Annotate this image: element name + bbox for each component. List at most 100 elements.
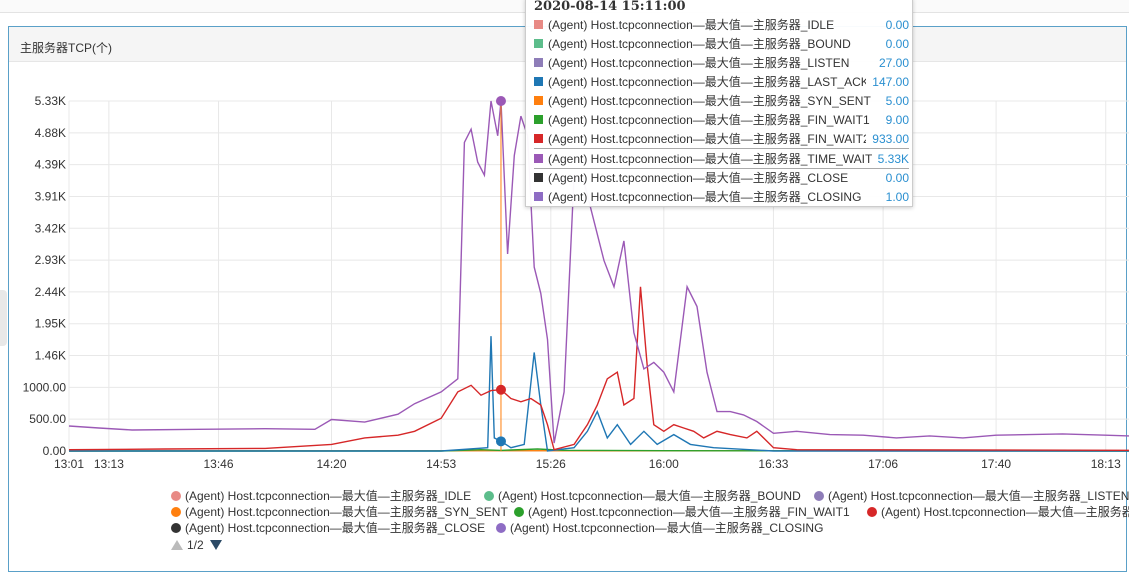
tooltip-row: (Agent) Host.tcpconnection—最大值—主服务器_TIME… [534, 148, 909, 169]
legend-item[interactable]: (Agent) Host.tcpconnection—最大值—主服务器_IDLE [171, 487, 471, 504]
hover-marker [495, 436, 506, 447]
tooltip-series-name: (Agent) Host.tcpconnection—最大值—主服务器_IDLE [548, 18, 835, 32]
tooltip-series-name: (Agent) Host.tcpconnection—最大值—主服务器_FIN_… [548, 113, 870, 127]
legend-label: (Agent) Host.tcpconnection—最大值—主服务器_SYN_… [185, 505, 508, 519]
y-tick-label: 3.91K [35, 189, 66, 203]
x-axis: 13:01 13:13 13:46 14:20 14:53 15:26 16:00 16:33… [54, 457, 1121, 471]
tooltip-row: (Agent) Host.tcpconnection—最大值—主服务器_BOUN… [534, 34, 909, 53]
hover-crosshair [495, 96, 506, 451]
tooltip-series-name: (Agent) Host.tcpconnection—最大值—主服务器_SYN_… [548, 94, 871, 108]
tooltip-swatch-icon [534, 77, 543, 86]
tooltip-series-name: (Agent) Host.tcpconnection—最大值—主服务器_CLOS… [548, 171, 849, 185]
legend-item[interactable]: (Agent) Host.tcpconnection—最大值—主服务器_CLOS… [171, 519, 485, 536]
legend-dot-icon [814, 490, 824, 501]
legend-dot-icon [484, 490, 494, 501]
x-tick-label: 15:26 [536, 457, 566, 471]
tooltip-row: (Agent) Host.tcpconnection—最大值—主服务器_LAST… [534, 72, 909, 91]
collapse-handle[interactable] [0, 290, 7, 346]
tooltip-row: (Agent) Host.tcpconnection—最大值—主服务器_IDLE… [534, 15, 909, 34]
tooltip-series-name: (Agent) Host.tcpconnection—最大值—主服务器_BOUN… [548, 37, 851, 51]
tooltip-series-name: (Agent) Host.tcpconnection—最大值—主服务器_FIN_… [548, 132, 867, 146]
hover-marker [495, 384, 506, 395]
x-tick-label: 17:40 [981, 457, 1011, 471]
x-tick-label: 14:53 [426, 457, 456, 471]
x-tick-label: 13:01 [54, 457, 84, 471]
tooltip-value: 5.00 [885, 93, 909, 108]
y-tick-label: 0.00 [43, 444, 67, 458]
tooltip-row: (Agent) Host.tcpconnection—最大值—主服务器_LIST… [534, 53, 909, 72]
chart-tooltip: 2020-08-14 15:11:00 (Agent) Host.tcpconn… [525, 0, 913, 207]
legend-dot-icon [514, 506, 524, 517]
y-tick-label: 4.39K [35, 158, 66, 172]
legend-item[interactable]: (Agent) Host.tcpconnection—最大值—主服务器_CLOS… [496, 519, 823, 536]
panel-title: 主服务器TCP(个) [20, 41, 112, 55]
legend-dot-icon [496, 522, 506, 533]
tooltip-swatch-icon [534, 58, 543, 67]
x-tick-label: 13:46 [204, 457, 234, 471]
tooltip-swatch-icon [534, 154, 543, 163]
legend-label: (Agent) Host.tcpconnection—最大值—主服务器_FIN_… [528, 505, 850, 519]
tooltip-swatch-icon [534, 96, 543, 105]
x-tick-label: 17:06 [868, 457, 898, 471]
tooltip-series-name: (Agent) Host.tcpconnection—最大值—主服务器_LAST… [548, 75, 867, 89]
x-tick-label: 14:20 [316, 457, 346, 471]
legend-next-icon[interactable] [209, 540, 222, 550]
tooltip-row: (Agent) Host.tcpconnection—最大值—主服务器_FIN_… [534, 110, 909, 129]
legend-label: (Agent) Host.tcpconnection—最大值—主服务器_CLOS… [510, 521, 824, 535]
tooltip-title: 2020-08-14 15:11:00 [534, 0, 686, 14]
tooltip-value: 27.00 [878, 55, 909, 70]
tooltip-swatch-icon [534, 115, 543, 124]
x-tick-label: 16:33 [758, 457, 788, 471]
y-tick-label: 500.00 [29, 412, 66, 426]
tooltip-row: (Agent) Host.tcpconnection—最大值—主服务器_FIN_… [534, 129, 909, 148]
legend-label: (Agent) Host.tcpconnection—最大值—主服务器_LIST… [828, 489, 1129, 503]
legend-item[interactable]: (Agent) Host.tcpconnection—最大值—主服务器_SYN_… [171, 503, 508, 520]
tooltip-row: (Agent) Host.tcpconnection—最大值—主服务器_CLOS… [534, 168, 909, 187]
y-tick-label: 1.46K [35, 349, 66, 363]
legend-dot-icon [171, 522, 181, 533]
legend-item[interactable]: (Agent) Host.tcpconnection—最大值—主服务器_FIN_… [514, 503, 850, 520]
y-tick-label: 4.88K [35, 126, 66, 140]
chart-series [68, 100, 1129, 452]
legend-label: (Agent) Host.tcpconnection—最大值—主服务器_IDLE [185, 489, 472, 503]
tooltip-row: (Agent) Host.tcpconnection—最大值—主服务器_CLOS… [534, 187, 909, 206]
tooltip-series-name: (Agent) Host.tcpconnection—最大值—主服务器_LIST… [548, 56, 850, 70]
series-line [68, 286, 1129, 451]
y-tick-label: 3.42K [35, 221, 66, 235]
tooltip-value: 1.00 [885, 189, 909, 204]
tooltip-swatch-icon [534, 173, 543, 182]
legend-dot-icon [171, 490, 181, 501]
legend-label: (Agent) Host.tcpconnection—最大值—主服务器 [881, 505, 1129, 519]
legend-label: (Agent) Host.tcpconnection—最大值—主服务器_BOUN… [498, 489, 801, 503]
tooltip-value: 9.00 [885, 112, 909, 127]
tooltip-swatch-icon [534, 192, 543, 201]
x-tick-label: 18:13 [1091, 457, 1121, 471]
y-tick-label: 5.33K [35, 94, 66, 108]
tooltip-value: 0.00 [885, 17, 909, 32]
legend-label: (Agent) Host.tcpconnection—最大值—主服务器_CLOS… [185, 521, 486, 535]
tooltip-series-name: (Agent) Host.tcpconnection—最大值—主服务器_TIME… [548, 152, 872, 166]
legend-item[interactable]: (Agent) Host.tcpconnection—最大值—主服务器_LIST… [814, 487, 1129, 504]
y-tick-label: 1.95K [35, 317, 66, 331]
legend-item[interactable]: (Agent) Host.tcpconnection—最大值—主服务器_BOUN… [484, 487, 801, 504]
legend-item[interactable]: (Agent) Host.tcpconnection—最大值—主服务器 [867, 503, 1129, 520]
legend-dot-icon [867, 506, 877, 517]
tooltip-value: 147.00 [872, 74, 909, 89]
tooltip-swatch-icon [534, 20, 543, 29]
tooltip-value: 0.00 [885, 170, 909, 185]
x-tick-label: 16:00 [649, 457, 679, 471]
tooltip-swatch-icon [534, 39, 543, 48]
y-tick-label: 2.93K [35, 253, 66, 267]
y-axis: 0.00 500.00 1000.00 1.46K 1.95K 2.44K 2.93K 3.4… [23, 94, 67, 458]
x-tick-label: 13:13 [94, 457, 124, 471]
y-tick-label: 1000.00 [23, 380, 67, 394]
tooltip-value: 0.00 [885, 36, 909, 51]
legend-prev-icon[interactable] [171, 540, 183, 550]
legend-page-label: 1/2 [187, 538, 204, 552]
legend-dot-icon [171, 506, 181, 517]
hover-marker [495, 96, 506, 106]
legend-pager: 1/2 [171, 538, 222, 552]
series-line [69, 336, 1129, 452]
tooltip-row: (Agent) Host.tcpconnection—最大值—主服务器_SYN_… [534, 91, 909, 110]
